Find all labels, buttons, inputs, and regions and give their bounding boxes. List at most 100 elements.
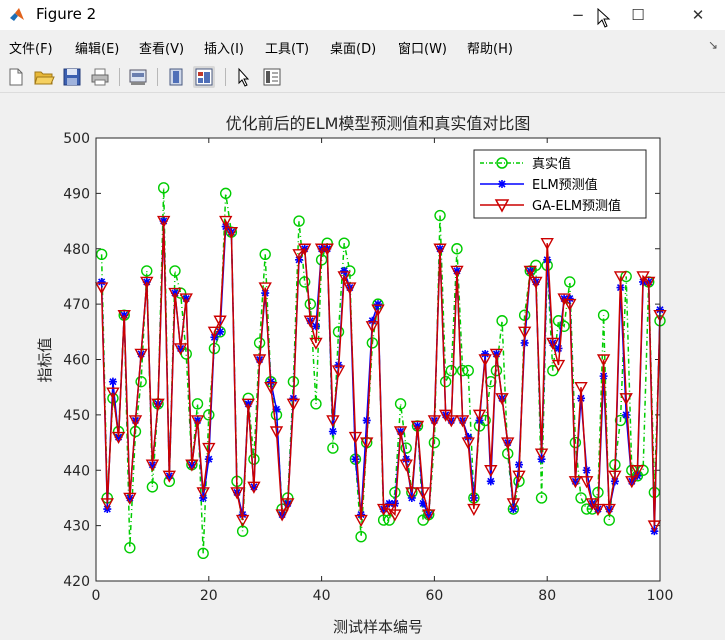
data-point-elm — [486, 477, 495, 486]
data-point-true — [535, 492, 548, 504]
series-layer — [94, 182, 667, 560]
property-editor-icon[interactable] — [261, 66, 283, 88]
data-point-ga — [213, 315, 227, 328]
data-point-ga — [202, 442, 216, 456]
data-point-ga — [506, 498, 521, 511]
data-point-true — [135, 375, 147, 388]
data-point-ga — [467, 503, 481, 516]
data-point-elm — [436, 244, 445, 253]
chart-title: 优化前后的ELM模型预测值和真实值对比图 — [226, 114, 531, 133]
plot-frame — [95, 137, 661, 582]
maximize-button[interactable]: ☐ — [631, 6, 645, 24]
new-file-icon[interactable] — [5, 66, 27, 88]
data-point-ga — [162, 470, 177, 483]
data-point-ga — [348, 431, 363, 444]
chart[interactable]: 优化前后的ELM模型预测值和真实值对比图 测试样本编号 指标值 0 20 40 60 8… — [0, 93, 725, 640]
y-axis-label: 指标值 — [36, 337, 54, 382]
y-tick-label: 470 — [63, 297, 90, 313]
data-point-true — [95, 248, 108, 260]
menu-file[interactable]: 文件(F) — [9, 42, 53, 57]
data-point-ga — [489, 348, 504, 361]
data-point-ga — [258, 282, 272, 295]
data-point-elm — [385, 499, 394, 508]
data-point-ga — [117, 310, 131, 323]
data-point-elm — [362, 416, 371, 425]
data-point-elm — [216, 327, 225, 336]
legend-marker-true — [496, 157, 508, 169]
data-point-true — [157, 182, 170, 194]
series-line-ga — [100, 218, 661, 526]
data-point-true — [146, 481, 159, 493]
menu-help[interactable]: 帮助(H) — [467, 42, 513, 57]
y-tick-label: 490 — [63, 186, 90, 202]
matlab-logo-icon — [10, 8, 24, 21]
data-point-true — [558, 320, 570, 332]
data-point-ga — [523, 265, 537, 278]
open-folder-icon[interactable] — [33, 66, 55, 88]
pointer-icon[interactable] — [233, 66, 255, 88]
x-tick-label: 0 — [92, 588, 101, 604]
data-point-true — [569, 436, 582, 449]
menu-tools[interactable]: 工具(T) — [265, 42, 310, 57]
data-point-elm — [272, 405, 281, 414]
data-point-true — [428, 436, 441, 449]
legend-marker-ga — [494, 199, 510, 213]
y-tick-label: 420 — [63, 574, 90, 590]
x-axis-label: 测试样本编号 — [333, 618, 423, 636]
data-point-true — [310, 398, 322, 410]
show-plot-tools-icon[interactable] — [193, 66, 215, 88]
data-point-ga — [269, 426, 284, 439]
data-point-true — [445, 364, 458, 377]
print-preview-icon[interactable] — [127, 66, 149, 88]
data-point-elm — [464, 433, 473, 442]
data-point-true — [439, 375, 452, 388]
data-point-true — [304, 298, 317, 310]
mouse-cursor-icon — [597, 8, 611, 28]
x-tick-label: 20 — [200, 588, 218, 604]
data-point-ga — [472, 409, 487, 422]
data-point-true — [530, 259, 542, 272]
data-point-true — [293, 215, 305, 227]
data-point-ga — [224, 226, 239, 240]
data-point-elm — [97, 277, 106, 286]
menu-insert[interactable]: 插入(I) — [204, 42, 244, 57]
data-point-true — [169, 265, 181, 277]
menu-view[interactable]: 查看(V) — [139, 42, 185, 57]
data-point-ga — [484, 465, 498, 478]
print-icon[interactable] — [89, 66, 111, 88]
data-point-ga — [309, 337, 323, 350]
legend-label-elm: ELM预测值 — [532, 177, 598, 193]
data-point-ga — [416, 487, 430, 500]
data-point-ga — [354, 514, 368, 528]
axes: 0 20 40 60 80 100 420 430 440 450 460 470 480 490 500 — [63, 131, 673, 604]
data-point-true — [298, 276, 311, 288]
menu-edit[interactable]: 编辑(E) — [75, 42, 120, 57]
data-point-ga — [388, 509, 402, 522]
save-icon[interactable] — [61, 66, 83, 88]
data-point-ga — [247, 481, 261, 494]
data-point-true — [451, 243, 463, 255]
data-point-elm — [108, 377, 117, 386]
toolbar-separator — [225, 68, 226, 86]
hide-plot-tools-icon[interactable] — [165, 66, 187, 88]
data-point-ga — [399, 459, 413, 472]
data-point-true — [564, 276, 576, 288]
menu-window[interactable]: 窗口(W) — [398, 42, 447, 57]
dock-arrow-icon[interactable]: ↘ — [708, 38, 719, 52]
data-point-ga — [145, 459, 160, 472]
data-point-elm — [622, 410, 631, 419]
data-point-true — [400, 442, 412, 454]
data-point-ga — [151, 398, 165, 411]
minimize-button[interactable]: − — [571, 6, 585, 24]
data-point-ga — [371, 304, 385, 317]
title-bar: Figure 2 − ☐ ✕ — [0, 0, 725, 30]
data-point-ga — [450, 265, 464, 278]
data-point-elm — [402, 455, 411, 464]
data-point-true — [597, 309, 610, 321]
data-point-ga — [602, 503, 616, 516]
data-point-elm — [328, 427, 337, 436]
data-point-ga — [534, 448, 549, 461]
close-button[interactable]: ✕ — [691, 6, 705, 24]
menu-desktop[interactable]: 桌面(D) — [330, 42, 377, 57]
data-point-ga — [625, 476, 639, 489]
